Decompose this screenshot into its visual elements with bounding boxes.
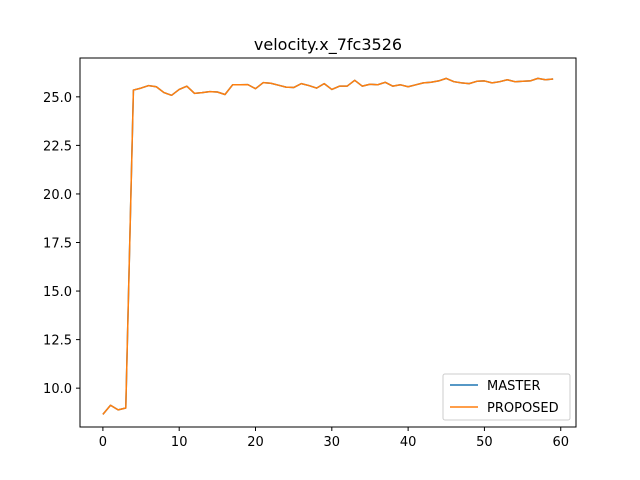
x-tick-label: 30 <box>324 435 341 450</box>
x-tick-label: 0 <box>99 435 107 450</box>
x-tick-label: 50 <box>476 435 493 450</box>
y-tick-label: 10.0 <box>43 382 72 397</box>
y-tick-label: 15.0 <box>43 285 72 300</box>
x-tick-label: 40 <box>400 435 417 450</box>
series-layer <box>102 77 554 415</box>
series-line-master <box>102 77 554 415</box>
y-tick-label: 12.5 <box>43 334 72 349</box>
y-tick-label: 17.5 <box>43 237 72 252</box>
legend: MASTER PROPOSED <box>442 373 571 421</box>
series-line-proposed <box>102 77 554 415</box>
legend-label-proposed: PROPOSED <box>487 401 559 416</box>
y-tick-label: 22.5 <box>43 139 72 154</box>
chart-title: velocity.x_7fc3526 <box>254 35 402 55</box>
y-tick-label: 20.0 <box>43 188 72 203</box>
plot-frame <box>79 57 577 428</box>
y-axis: 10.0 12.5 15.0 17.5 20.0 22.5 25.0 <box>43 91 80 397</box>
y-tick-label: 25.0 <box>43 91 72 106</box>
legend-label-master: MASTER <box>487 379 541 394</box>
x-tick-label: 20 <box>247 435 264 450</box>
x-tick-label: 10 <box>171 435 188 450</box>
x-axis: 0 10 20 30 40 50 60 <box>99 427 569 450</box>
x-tick-label: 60 <box>552 435 569 450</box>
